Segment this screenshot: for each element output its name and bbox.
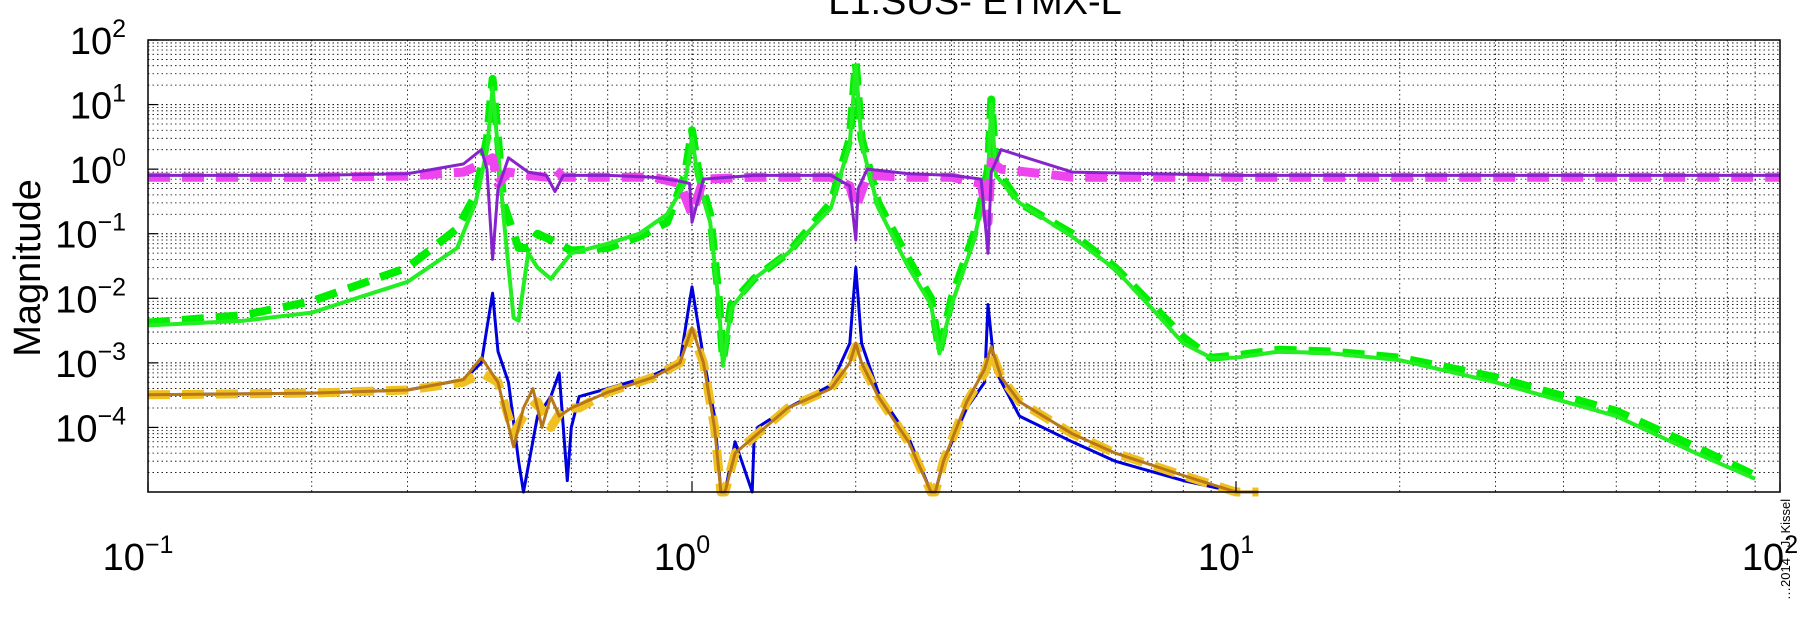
y-tick-label: 102: [70, 15, 126, 63]
y-tick-label: 10−1: [55, 209, 126, 257]
y-tick-label: 10−4: [55, 402, 126, 450]
series-line-2: [147, 63, 1756, 481]
x-tick-label: 10−1: [103, 531, 174, 579]
grid-lines: [147, 40, 1780, 493]
y-tick-label: 101: [70, 80, 126, 128]
y-tick-label: 10−3: [55, 338, 126, 386]
plot-frame: [147, 39, 1781, 493]
series-line-4: [148, 148, 1780, 261]
author-note: …2014 , J. Kissel: [1778, 499, 1793, 600]
tick-labels: 10−1 100 101 102 102 101 100 10−1 10−2 10−3 10−4: [55, 15, 1798, 579]
x-tick-label: 102: [1742, 531, 1798, 579]
series-group: [147, 58, 1780, 497]
x-tick-label: 101: [1198, 531, 1254, 579]
series-line-7: [147, 326, 1259, 494]
y-axis-label: Magnitude: [7, 179, 49, 356]
y-tick-label: 100: [70, 144, 126, 192]
chart-title: L1:SUS- ETMX-L: [828, 0, 1122, 23]
x-tick-label: 100: [654, 531, 710, 579]
y-tick-label: 10−2: [55, 273, 126, 321]
